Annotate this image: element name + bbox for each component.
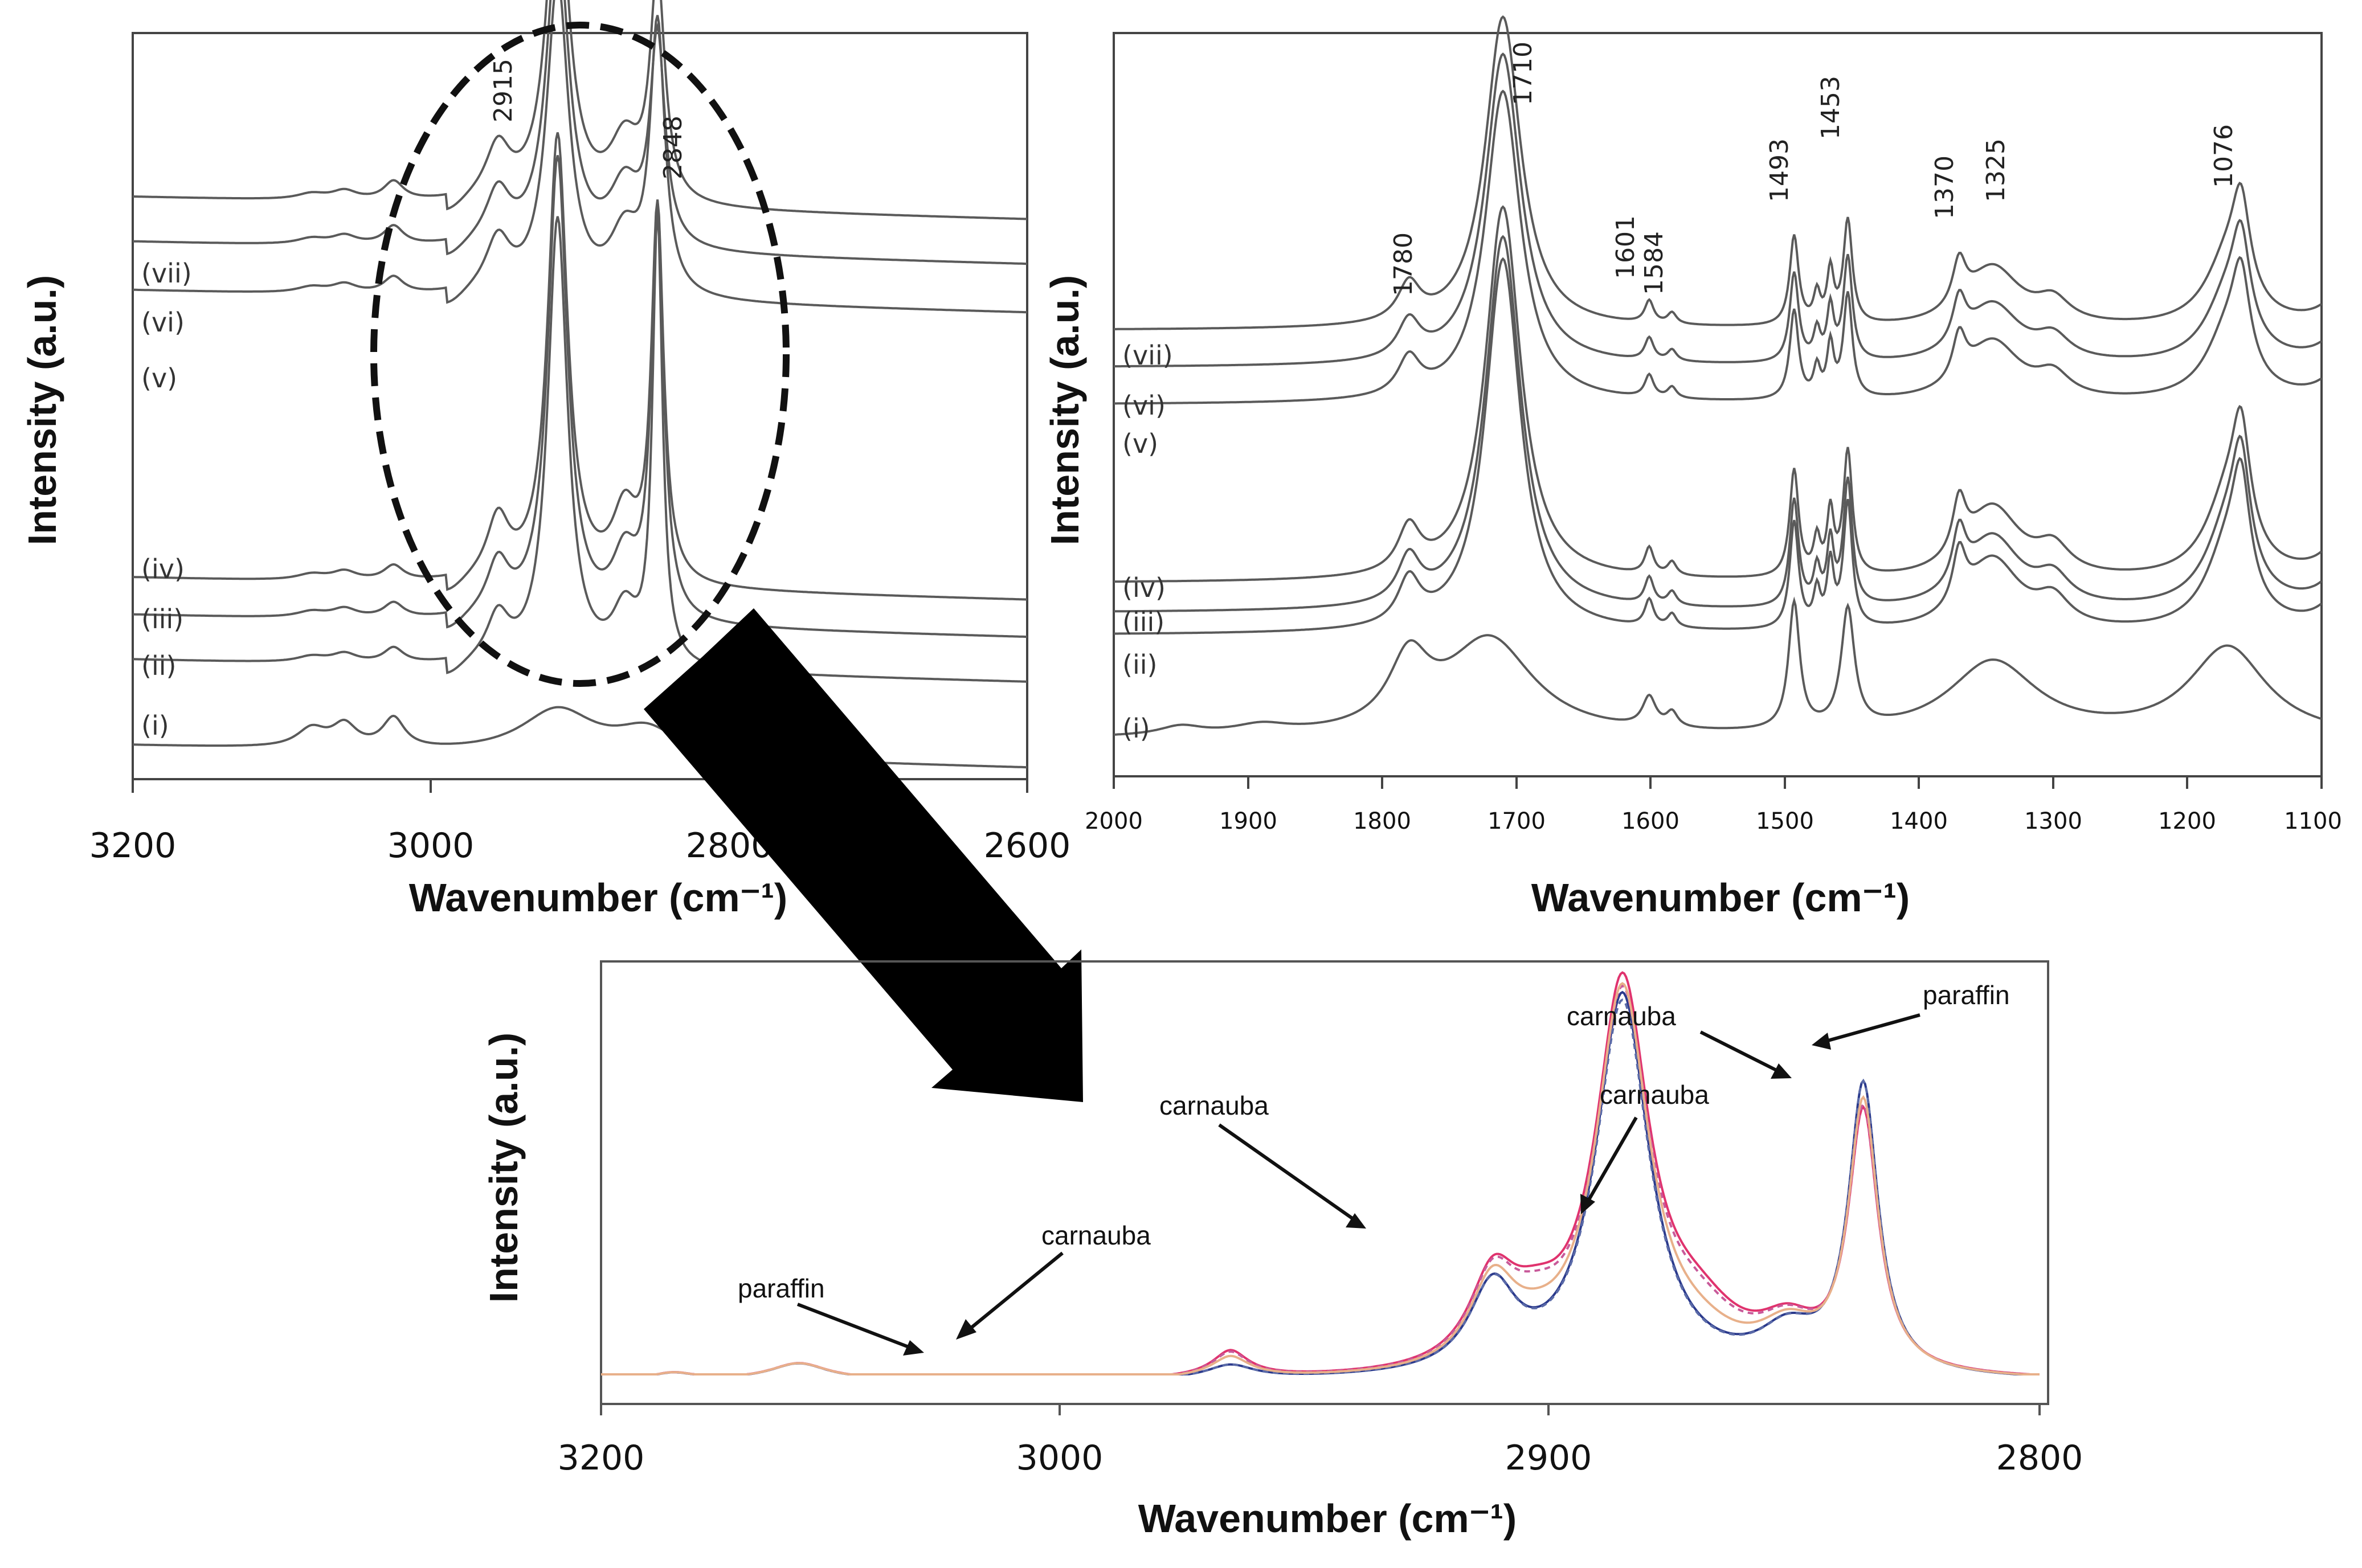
tr-y-axis-title: Intensity (a.u.) bbox=[1043, 275, 1087, 545]
tr-xtick-label-1300: 1300 bbox=[2024, 808, 2082, 834]
b-x-axis-title: Wavenumber (cm⁻¹) bbox=[1138, 1496, 1517, 1541]
tr-peak-labels: 1780 1710 1601 1584 1493 1453 1370 1325 … bbox=[1389, 42, 2238, 296]
annot-arrow-carnauba-2950 bbox=[1218, 1123, 1354, 1221]
tr-series-2 bbox=[1114, 89, 2323, 405]
annot-carnauba-3025: carnauba bbox=[1041, 1221, 1151, 1250]
tr-peak-1076: 1076 bbox=[2209, 124, 2238, 188]
tr-peak-1493: 1493 bbox=[1765, 138, 1794, 202]
annot-arrow-paraffin-3025 bbox=[796, 1303, 910, 1349]
annot-arrow-carnauba-2848 bbox=[1699, 1030, 1779, 1072]
b-xtick-label-2900: 2900 bbox=[1505, 1438, 1592, 1478]
annot-arrowhead-carnauba-2848 bbox=[1771, 1063, 1792, 1079]
tl-series-2 bbox=[132, 0, 1028, 314]
tl-x-axis-title: Wavenumber (cm⁻¹) bbox=[409, 875, 787, 920]
b-xtick-label-2800: 2800 bbox=[1996, 1438, 2083, 1478]
tl-peak-2848: 2848 bbox=[659, 116, 688, 179]
tl-x-ticks: 3200 3000 2800 2600 bbox=[89, 779, 1071, 866]
tl-label-vi: (vi) bbox=[141, 307, 185, 338]
tl-label-v: (v) bbox=[141, 363, 177, 394]
tl-label-iii: (iii) bbox=[141, 604, 183, 634]
tl-series-1 bbox=[132, 0, 1027, 265]
tr-series-3 bbox=[1113, 205, 2323, 583]
panel-top-left: (vii) (vi) (v) (iv) (iii) (ii) (i) 2915 … bbox=[20, 0, 1070, 920]
tl-label-ii: (ii) bbox=[141, 650, 176, 681]
annot-arrowhead-carnauba-3025 bbox=[956, 1319, 976, 1340]
highlight-ellipse bbox=[370, 22, 790, 687]
annot-arrow-paraffin-2848 bbox=[1825, 1013, 1920, 1043]
tl-peak-2915: 2915 bbox=[489, 59, 518, 122]
b-x-ticks: 3200 3000 2900 2800 bbox=[558, 1404, 2083, 1478]
tr-peak-1710: 1710 bbox=[1509, 42, 1538, 105]
tr-series-5 bbox=[1114, 257, 2323, 635]
tr-xtick-label-1400: 1400 bbox=[1890, 808, 1948, 834]
tl-y-axis-title: Intensity (a.u.) bbox=[20, 275, 64, 545]
panel-bottom: 3200 3000 2900 2800 Wavenumber (cm⁻¹) In… bbox=[481, 960, 2083, 1541]
tr-peak-1325: 1325 bbox=[1981, 138, 2010, 202]
annot-arrowhead-carnauba-2950 bbox=[1346, 1213, 1366, 1229]
tl-series-0 bbox=[133, 0, 1028, 220]
tr-xtick-label-2000: 2000 bbox=[1085, 808, 1143, 834]
tl-label-i: (i) bbox=[141, 710, 169, 741]
tl-label-iv: (iv) bbox=[141, 554, 185, 584]
annot-arrowhead-paraffin-2848 bbox=[1812, 1033, 1831, 1050]
b-series-1 bbox=[601, 998, 2040, 1375]
tr-curve-labels: (vii) (vi) (v) (iv) (iii) (ii) (i) bbox=[1122, 340, 1173, 744]
tr-label-iv: (iv) bbox=[1122, 572, 1166, 603]
b-y-axis-title: Intensity (a.u.) bbox=[481, 1033, 526, 1303]
b-curves bbox=[601, 971, 2040, 1375]
annot-arrow-carnauba-3025 bbox=[967, 1251, 1064, 1332]
tr-xtick-label-1100: 1100 bbox=[2284, 808, 2342, 834]
tl-xtick-label-2600: 2600 bbox=[984, 826, 1071, 866]
tr-label-v: (v) bbox=[1122, 428, 1158, 459]
annot-arrowhead-paraffin-3025 bbox=[903, 1340, 924, 1356]
tr-series-6 bbox=[1113, 596, 2322, 736]
b-annotations: carnauba paraffin carnauba carnauba carn… bbox=[738, 980, 2010, 1356]
tr-xtick-label-1500: 1500 bbox=[1756, 808, 1814, 834]
tr-series-0 bbox=[1114, 15, 2323, 330]
tl-curve-labels: (vii) (vi) (v) (iv) (iii) (ii) (i) bbox=[141, 258, 192, 741]
annot-arrowhead-carnauba-2900 bbox=[1580, 1194, 1595, 1214]
annot-paraffin-3025: paraffin bbox=[738, 1274, 825, 1303]
tr-peak-1601: 1601 bbox=[1611, 215, 1640, 279]
tr-curves bbox=[1113, 15, 2323, 736]
annot-carnauba-2950: carnauba bbox=[1159, 1091, 1269, 1120]
tr-xtick-label-1600: 1600 bbox=[1621, 808, 1679, 834]
panel-top-right: (vii) (vi) (v) (iv) (iii) (ii) (i) 1780 … bbox=[1043, 15, 2342, 920]
tr-xtick-label-1900: 1900 bbox=[1219, 808, 1277, 834]
tr-series-4 bbox=[1113, 235, 2323, 613]
tl-series-4 bbox=[133, 155, 1028, 638]
annot-carnauba-2900: carnauba bbox=[1600, 1080, 1709, 1110]
tl-curves bbox=[132, 0, 1028, 769]
tr-peak-1584: 1584 bbox=[1640, 231, 1669, 295]
tr-x-ticks: 2000 1900 1800 1700 1600 1500 1400 1300 … bbox=[1085, 776, 2342, 834]
tl-series-5 bbox=[133, 209, 1028, 683]
tr-label-vii: (vii) bbox=[1122, 340, 1173, 371]
tl-series-3 bbox=[133, 132, 1028, 601]
tr-label-vi: (vi) bbox=[1122, 390, 1166, 421]
b-xtick-label-3000: 3000 bbox=[1016, 1438, 1104, 1478]
zoom-arrow bbox=[644, 608, 1083, 1102]
tr-label-i: (i) bbox=[1122, 713, 1150, 744]
tr-xtick-label-1700: 1700 bbox=[1488, 808, 1546, 834]
b-series-4 bbox=[601, 982, 2040, 1375]
annot-paraffin-2848: paraffin bbox=[1923, 980, 2010, 1010]
tr-x-axis-title: Wavenumber (cm⁻¹) bbox=[1531, 875, 1910, 920]
tl-xtick-label-3000: 3000 bbox=[387, 826, 475, 866]
tr-label-iii: (iii) bbox=[1122, 607, 1164, 637]
tr-peak-1370: 1370 bbox=[1930, 155, 1959, 219]
annot-carnauba-2848: carnauba bbox=[1567, 1001, 1676, 1031]
tr-peak-1453: 1453 bbox=[1816, 76, 1845, 140]
tr-peak-1780: 1780 bbox=[1389, 232, 1418, 296]
tr-xtick-label-1200: 1200 bbox=[2158, 808, 2216, 834]
tr-label-ii: (ii) bbox=[1122, 649, 1157, 680]
tl-xtick-label-3200: 3200 bbox=[89, 826, 177, 866]
tr-xtick-label-1800: 1800 bbox=[1353, 808, 1411, 834]
b-xtick-label-3200: 3200 bbox=[558, 1438, 645, 1478]
annot-arrow-carnauba-2900 bbox=[1587, 1116, 1638, 1202]
tl-label-vii: (vii) bbox=[141, 258, 192, 289]
tr-series-1 bbox=[1114, 52, 2323, 368]
